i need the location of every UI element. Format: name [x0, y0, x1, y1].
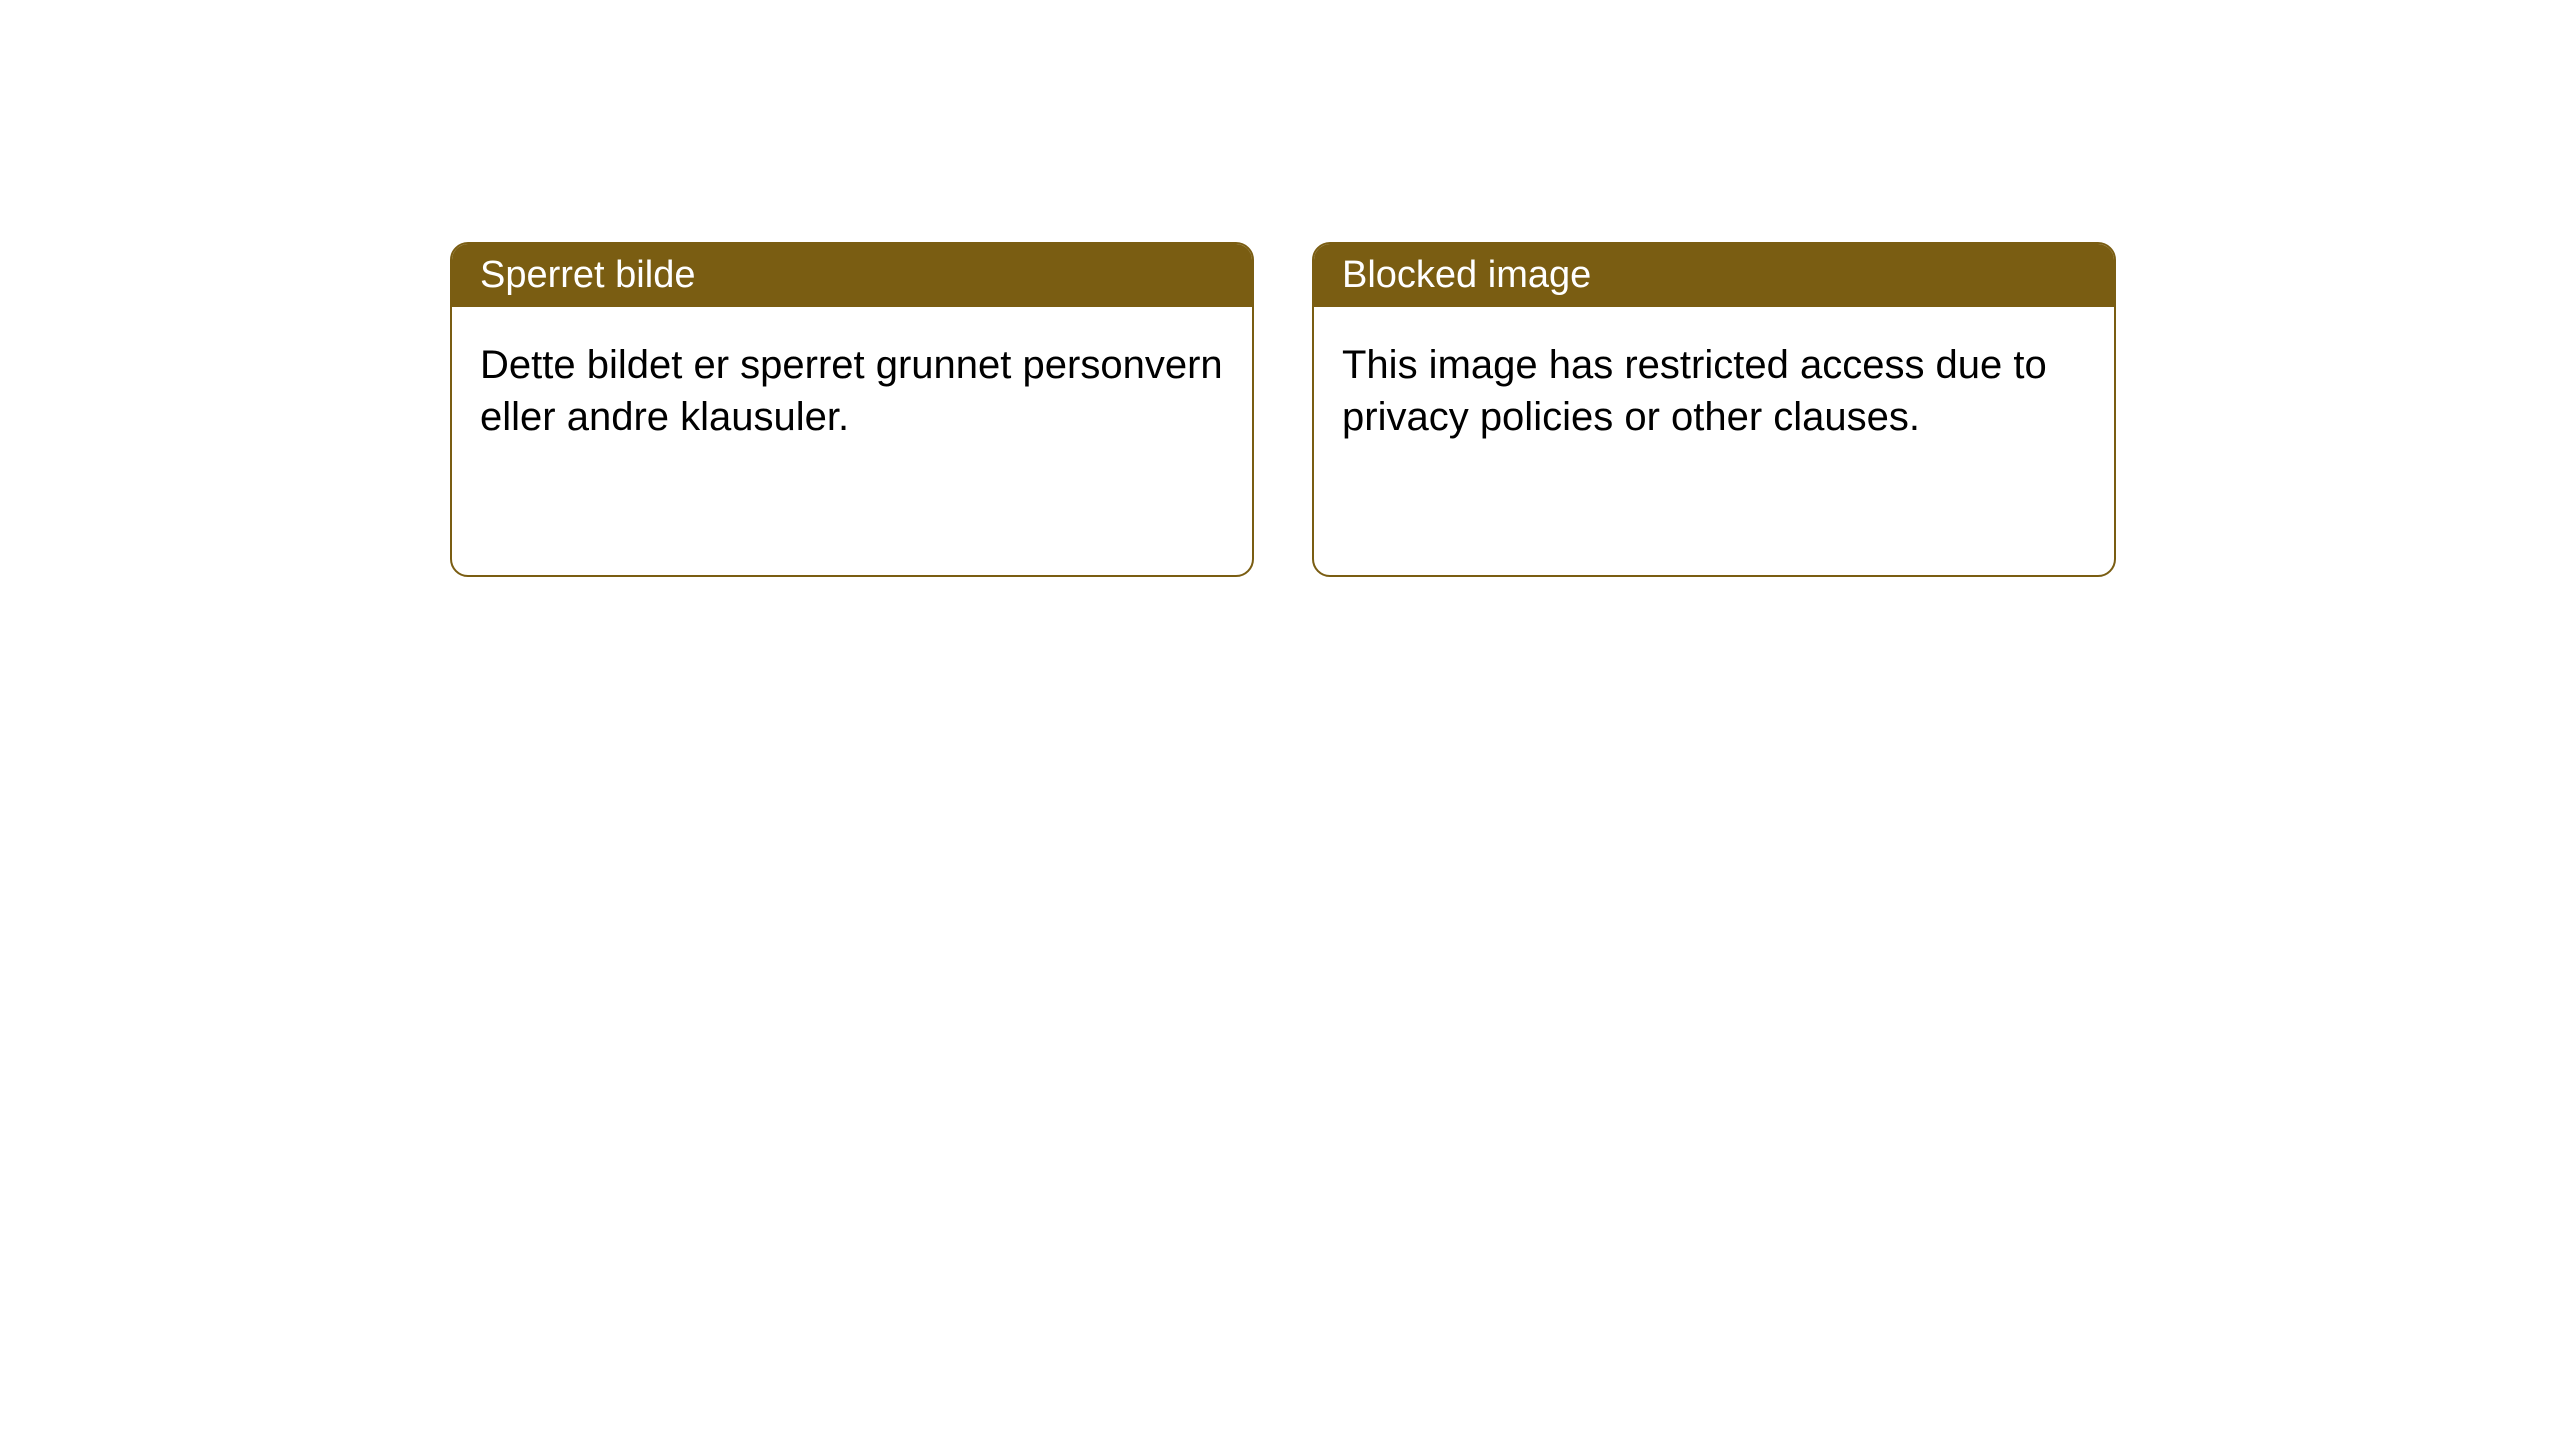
card-header: Blocked image	[1314, 244, 2114, 307]
notice-container: Sperret bilde Dette bildet er sperret gr…	[0, 0, 2560, 577]
notice-card-norwegian: Sperret bilde Dette bildet er sperret gr…	[450, 242, 1254, 577]
card-body: Dette bildet er sperret grunnet personve…	[452, 307, 1252, 475]
card-header: Sperret bilde	[452, 244, 1252, 307]
card-body-text: Dette bildet er sperret grunnet personve…	[480, 343, 1223, 439]
card-body: This image has restricted access due to …	[1314, 307, 2114, 475]
card-title: Blocked image	[1342, 254, 1591, 296]
card-title: Sperret bilde	[480, 254, 695, 296]
notice-card-english: Blocked image This image has restricted …	[1312, 242, 2116, 577]
card-body-text: This image has restricted access due to …	[1342, 343, 2047, 439]
